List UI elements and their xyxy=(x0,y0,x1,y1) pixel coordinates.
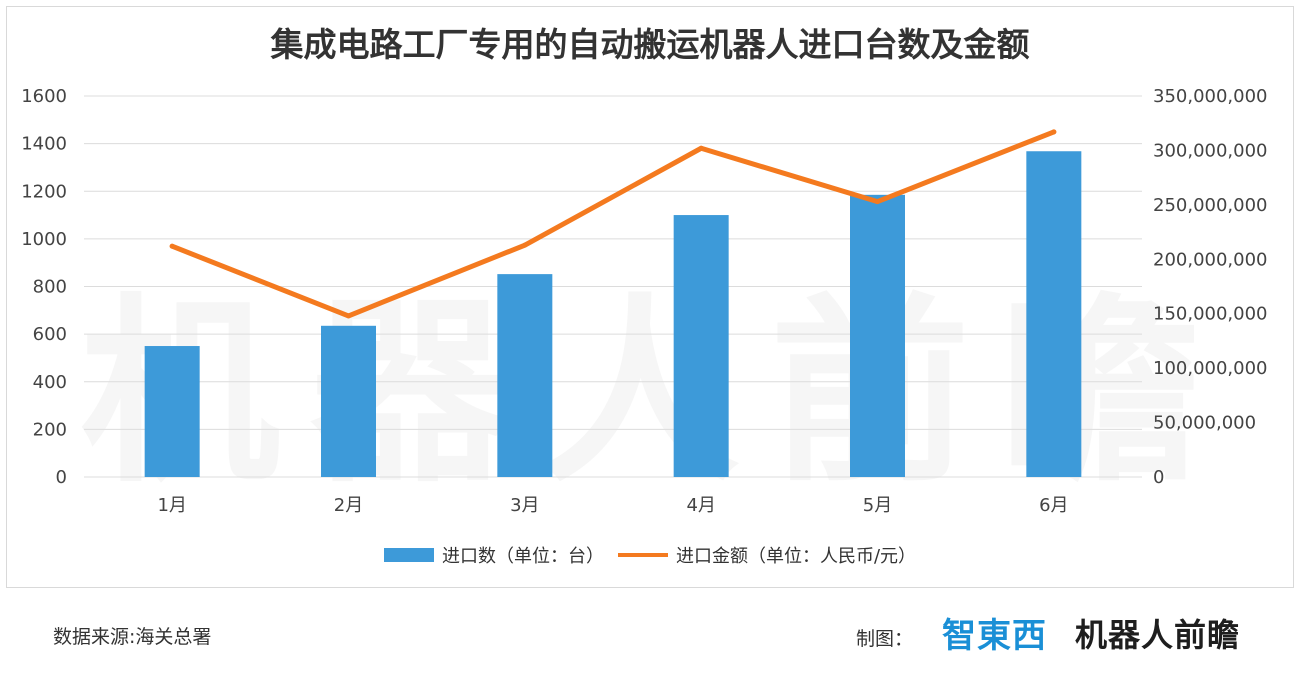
y-left-tick-label: 200 xyxy=(33,419,67,440)
y-right-tick-label: 200,000,000 xyxy=(1153,249,1268,270)
y-left-tick-label: 1000 xyxy=(21,229,67,250)
series-line xyxy=(169,129,1057,319)
data-source: 数据来源:海关总署 xyxy=(53,626,212,648)
y-right-tick-label: 250,000,000 xyxy=(1153,195,1268,216)
x-tick-label: 3月 xyxy=(510,495,539,516)
line-point xyxy=(875,199,880,205)
legend-swatch-line xyxy=(617,553,668,557)
x-tick-label: 4月 xyxy=(686,495,715,516)
y-left-tick-label: 0 xyxy=(56,467,67,488)
legend-label-bar: 进口数（单位：台） xyxy=(441,546,604,567)
y-left-tick-label: 1600 xyxy=(21,86,67,107)
bar xyxy=(673,215,729,477)
x-tick-label: 6月 xyxy=(1039,495,1068,516)
y-left-tick-label: 1400 xyxy=(21,134,67,155)
x-tick-label: 5月 xyxy=(863,495,892,516)
bar xyxy=(1026,151,1082,477)
legend-label-line: 进口金额（单位：人民币/元） xyxy=(675,546,917,567)
y-right-tick-label: 300,000,000 xyxy=(1153,140,1268,161)
chart-legend: 进口数（单位：台） 进口金额（单位：人民币/元） xyxy=(0,542,1300,568)
y-left-tick-label: 400 xyxy=(33,372,67,393)
line-point xyxy=(346,313,351,319)
bar xyxy=(144,346,200,477)
bar xyxy=(321,325,376,477)
x-tick-label: 1月 xyxy=(157,495,186,516)
legend-item-line: 进口金额（单位：人民币/元） xyxy=(617,542,917,568)
y-right-tick-label: 50,000,000 xyxy=(1153,413,1256,434)
chart-title: 集成电路工厂专用的自动搬运机器人进口台数及金额 xyxy=(270,25,1030,64)
line-point xyxy=(1051,129,1057,135)
y-left-tick-label: 1200 xyxy=(21,181,67,202)
y-left-tick-label: 800 xyxy=(33,277,67,298)
y-right-tick-label: 150,000,000 xyxy=(1153,304,1268,325)
legend-item-bar: 进口数（单位：台） xyxy=(383,542,604,568)
credit-label: 制图： xyxy=(856,628,914,650)
bar xyxy=(497,274,553,477)
line-point xyxy=(698,145,704,151)
y-right-tick-label: 350,000,000 xyxy=(1153,86,1268,107)
y-left-tick-label: 600 xyxy=(33,324,67,345)
line-point xyxy=(169,243,175,249)
x-tick-label: 2月 xyxy=(334,495,363,516)
legend-swatch-bar xyxy=(383,548,434,562)
zhidx-logo: 智東西 xyxy=(942,616,1047,656)
line-point xyxy=(522,242,528,248)
y-right-tick-label: 100,000,000 xyxy=(1153,358,1268,379)
bar xyxy=(850,194,905,477)
robot-logo: 机器人前瞻 xyxy=(1075,616,1241,654)
y-right-tick-label: 0 xyxy=(1153,467,1164,488)
